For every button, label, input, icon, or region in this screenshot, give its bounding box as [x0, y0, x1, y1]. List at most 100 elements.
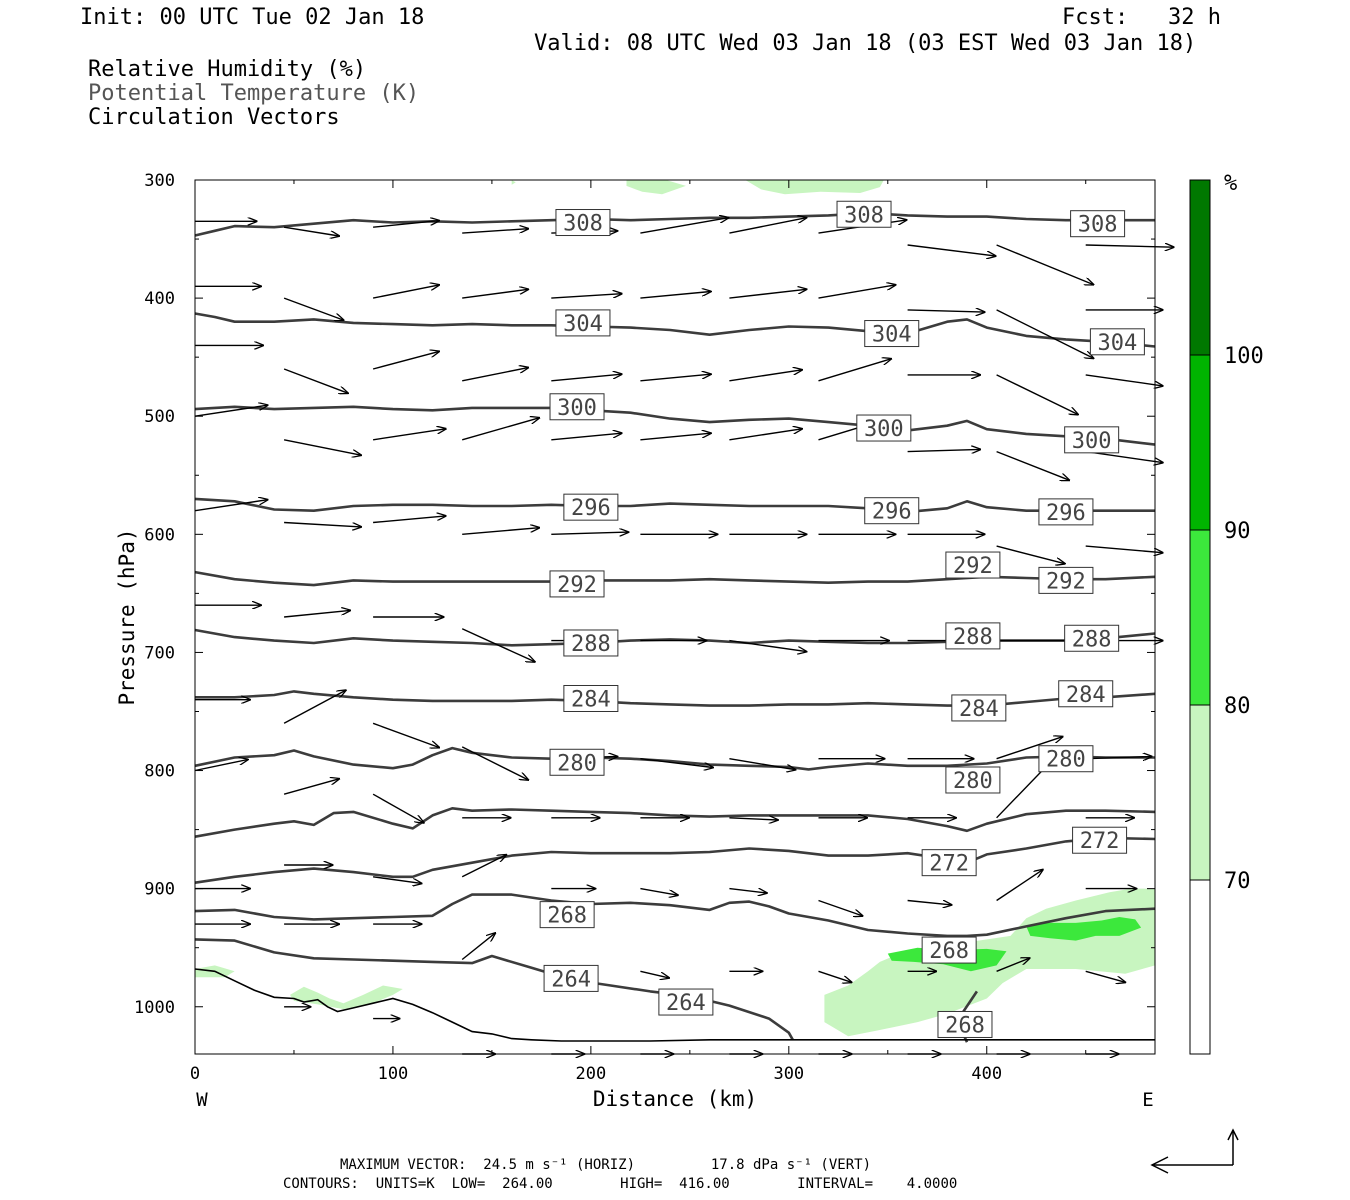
isentrope-label-box — [945, 766, 1001, 794]
y-tick-label: 600 — [144, 525, 175, 545]
y-tick-label: 900 — [144, 880, 175, 900]
isentrope-label-box — [563, 684, 619, 712]
isentrope-label-box — [555, 209, 611, 237]
isentrope-label-box — [1058, 680, 1114, 708]
isentrope-label-box — [921, 936, 977, 964]
isentrope-label-box — [945, 622, 1001, 650]
circulation-vector — [996, 244, 1094, 285]
circulation-vector — [640, 970, 669, 978]
isentrope-label: 280 — [1046, 748, 1086, 773]
circulation-vector — [729, 289, 806, 299]
isentrope-label-box — [549, 393, 605, 421]
circulation-vector — [640, 433, 710, 441]
circulation-vector — [996, 374, 1078, 415]
x-end-label-east: E — [1142, 1089, 1153, 1111]
isentrope-label: 284 — [1066, 683, 1106, 708]
circulation-vector — [996, 958, 1030, 972]
circulation-vector — [373, 516, 446, 524]
colorbar-unit-label: % — [1224, 171, 1237, 196]
isentrope-label-box — [1070, 210, 1126, 238]
isentrope-label: 284 — [959, 697, 999, 722]
circulation-vector — [551, 532, 628, 534]
isentrope-label: 264 — [666, 991, 706, 1016]
circulation-vector — [461, 628, 535, 662]
plot-frame — [194, 179, 1156, 1055]
y-tick-label: 400 — [144, 289, 175, 309]
isentrope-label: 300 — [864, 417, 904, 442]
circulation-vector — [640, 887, 677, 896]
circulation-vector — [1085, 757, 1152, 759]
circulation-vector — [461, 855, 506, 878]
isentrope-label-box — [563, 629, 619, 657]
circulation-vector — [461, 746, 528, 780]
circulation-vector — [907, 244, 996, 256]
isentrope-label-box — [836, 200, 892, 228]
circulation-vector — [1085, 374, 1163, 386]
isentrope-label-box — [1038, 745, 1094, 773]
isentrope-label: 280 — [953, 769, 993, 794]
legend-title-rh: Relative Humidity (%) — [88, 57, 367, 82]
isentrope-label-box — [658, 988, 714, 1016]
circulation-vector — [194, 500, 268, 512]
colorbar-level-label: 90 — [1224, 519, 1251, 544]
isentrope-label: 296 — [1046, 501, 1086, 526]
isentrope-276-8 — [194, 807, 1156, 838]
circulation-vector — [996, 737, 1063, 760]
colorbar-level-label: 100 — [1224, 344, 1264, 369]
x-tick-label: 400 — [971, 1064, 1002, 1084]
x-tick-label: 300 — [773, 1064, 804, 1084]
circulation-vector — [551, 294, 621, 299]
circulation-vector — [818, 285, 896, 299]
max-vector-footer: MAXIMUM VECTOR: 24.5 m s⁻¹ (HORIZ) 17.8 … — [340, 1157, 872, 1173]
isentrope-label: 268 — [945, 1013, 985, 1038]
rh-region-2 — [511, 180, 516, 185]
x-end-label-west: W — [196, 1089, 208, 1111]
isentrope-label: 304 — [1098, 331, 1138, 356]
isentrope-label: 300 — [557, 396, 597, 421]
circulation-vector — [283, 368, 348, 393]
isentrope-label-box — [549, 570, 605, 598]
circulation-vector — [372, 429, 446, 441]
isentrope-label-box — [1038, 498, 1094, 526]
isentrope-label-box — [543, 964, 599, 992]
isentrope-label: 308 — [844, 203, 884, 228]
circulation-vector — [729, 758, 795, 770]
circulation-vector — [640, 758, 713, 768]
circulation-vector — [818, 359, 892, 382]
circulation-vector — [283, 297, 343, 320]
circulation-vector — [729, 887, 766, 893]
circulation-vector — [1085, 450, 1163, 463]
circulation-vector — [1085, 970, 1126, 982]
isentrope-296-3 — [194, 497, 1155, 514]
circulation-vector — [462, 368, 528, 382]
circulation-vector — [729, 218, 806, 234]
isentrope-label: 288 — [571, 632, 611, 657]
colorbar — [1189, 179, 1211, 1055]
isentrope-label-box — [921, 849, 977, 877]
colorbar-seg-100 — [1190, 180, 1210, 355]
circulation-vector — [640, 374, 710, 382]
circulation-vector — [640, 218, 728, 234]
y-tick-label: 500 — [144, 407, 175, 427]
x-tick-label: 100 — [378, 1064, 409, 1084]
circulation-vector — [372, 351, 439, 370]
circulation-vector — [372, 722, 439, 747]
isentrope-264-11 — [194, 938, 794, 1041]
circulation-vector — [194, 760, 248, 772]
circulation-vector — [818, 970, 852, 982]
circulation-vector — [194, 405, 268, 417]
isentrope-label: 288 — [953, 625, 993, 650]
colorbar-frame — [1189, 179, 1211, 1055]
circulation-vector — [462, 229, 528, 234]
circulation-vector — [284, 610, 350, 618]
circulation-vector — [1085, 545, 1163, 553]
circulation-vector — [283, 779, 339, 795]
isentrope-label: 288 — [1072, 627, 1112, 652]
isentrope-label: 280 — [557, 751, 597, 776]
isentrope-label-box — [937, 1010, 993, 1038]
colorbar-seg-blank — [1190, 880, 1210, 1054]
isentrope-label-box — [1064, 426, 1120, 454]
isentrope-label-box — [563, 493, 619, 521]
colorbar-seg-70 — [1190, 705, 1210, 880]
